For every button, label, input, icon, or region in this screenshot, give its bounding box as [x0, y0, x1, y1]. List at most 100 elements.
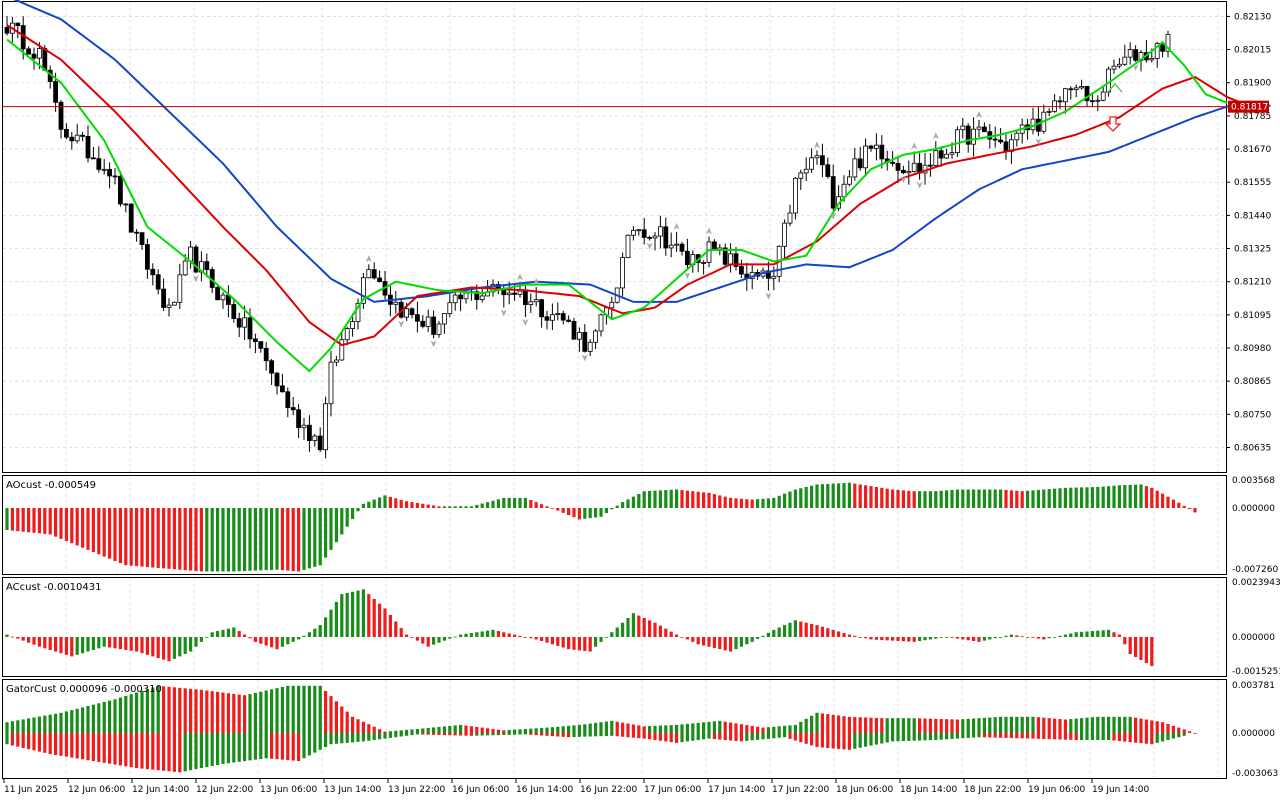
ao-indicator-label: AOcust -0.000549: [6, 480, 96, 491]
histogram-bar: [178, 508, 182, 570]
histogram-bar: [318, 625, 322, 637]
histogram-bar: [685, 490, 689, 508]
fractal-down-icon: [1132, 63, 1139, 71]
histogram-bar: [16, 508, 20, 532]
histogram-bar: [523, 497, 527, 508]
histogram-bar: [734, 637, 738, 650]
histogram-bar: [788, 622, 792, 637]
histogram-bar: [999, 733, 1003, 738]
candle: [263, 342, 269, 371]
histogram-bar: [286, 685, 290, 733]
histogram-bar: [934, 718, 938, 733]
histogram-bar: [675, 634, 679, 637]
time-tick-label: 13 Jun 06:00: [260, 785, 317, 795]
histogram-bar: [999, 716, 1003, 733]
histogram-bar: [907, 637, 911, 642]
histogram-bar: [583, 508, 587, 519]
histogram-bar: [934, 637, 938, 639]
histogram-bar: [280, 508, 284, 571]
histogram-bar: [388, 496, 392, 508]
candle: [674, 231, 679, 252]
histogram-bar: [243, 695, 247, 733]
candle: [830, 164, 836, 211]
histogram-bar: [1036, 717, 1040, 733]
candle: [107, 162, 112, 189]
candle: [393, 290, 399, 314]
histogram-bar: [826, 714, 830, 733]
histogram-bar: [507, 729, 511, 733]
histogram-bar: [59, 508, 63, 539]
histogram-bar: [691, 491, 695, 508]
histogram-bar: [302, 508, 306, 570]
histogram-bar: [415, 502, 419, 508]
histogram-bar: [1161, 493, 1165, 508]
histogram-bar: [907, 718, 911, 733]
histogram-bar: [405, 634, 409, 637]
histogram-bar: [518, 733, 522, 735]
histogram-bar: [712, 494, 716, 508]
histogram-bar: [745, 499, 749, 508]
histogram-bar: [496, 631, 500, 637]
histogram-bar: [977, 637, 981, 642]
histogram-bar: [820, 713, 824, 733]
current-price-value: 0.81817: [1231, 103, 1268, 113]
histogram-bar: [993, 637, 997, 639]
histogram-bar: [594, 722, 598, 733]
histogram-bar: [140, 690, 144, 733]
histogram-bar: [135, 733, 139, 769]
histogram-bar: [707, 733, 711, 739]
time-tick-label: 18 Jun 22:00: [964, 785, 1021, 795]
histogram-bar: [939, 490, 943, 508]
histogram-bar: [32, 508, 36, 533]
histogram-bar: [1074, 487, 1078, 508]
candle: [776, 245, 782, 283]
candle: [1014, 130, 1020, 147]
histogram-bar: [399, 499, 403, 508]
histogram-bar: [1036, 489, 1040, 508]
histogram-bar: [270, 508, 274, 570]
histogram-bar: [297, 637, 301, 640]
histogram-bar: [124, 508, 128, 566]
histogram-bar: [621, 722, 625, 733]
histogram-bar: [502, 632, 506, 637]
alligator-lips-line: [6, 38, 1228, 373]
candle: [787, 204, 793, 227]
histogram-bar: [610, 720, 614, 733]
histogram-bar: [329, 508, 333, 550]
histogram-bar: [113, 733, 117, 765]
histogram-bar: [59, 733, 63, 756]
gator-histogram: [5, 685, 1197, 773]
histogram-bar: [1020, 716, 1024, 733]
histogram-bar: [837, 483, 841, 508]
fractal-down-icon: [646, 242, 653, 250]
histogram-bar: [513, 634, 517, 637]
candle: [91, 146, 96, 160]
histogram-bar: [118, 508, 122, 564]
histogram-bar: [1128, 484, 1132, 508]
histogram-bar: [59, 712, 63, 733]
histogram-bar: [97, 637, 101, 649]
histogram-bar: [621, 733, 625, 737]
histogram-bar: [534, 637, 538, 640]
histogram-bar: [351, 508, 355, 520]
candle: [658, 215, 663, 249]
histogram-bar: [864, 485, 868, 508]
histogram-bar: [567, 733, 571, 738]
candle: [1052, 94, 1057, 113]
histogram-bar: [318, 685, 322, 733]
histogram-bar: [599, 508, 603, 517]
candle: [933, 141, 939, 168]
histogram-bar: [313, 685, 317, 733]
histogram-bar: [1085, 733, 1089, 741]
histogram-bar: [1123, 485, 1127, 508]
histogram-bar: [810, 733, 814, 746]
histogram-bar: [205, 690, 209, 733]
histogram-bar: [1053, 718, 1057, 733]
histogram-bar: [545, 506, 549, 508]
fractal-down-icon: [684, 272, 691, 280]
fractal-up-icon: [517, 273, 523, 281]
histogram-bar: [264, 690, 268, 733]
histogram-bar: [383, 731, 387, 733]
